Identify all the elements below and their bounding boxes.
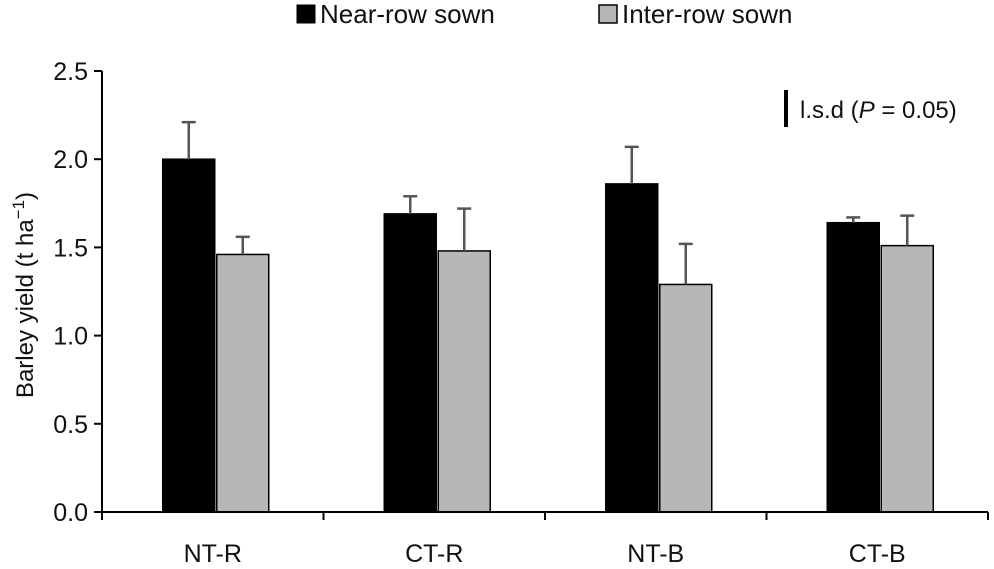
- bar-inter-row-ct-b: [880, 244, 934, 513]
- lsd-label-suffix: = 0.05): [875, 97, 957, 124]
- y-axis-title: Barley yield (t ha−1): [9, 192, 39, 398]
- bar-near-row-nt-b: [605, 183, 659, 513]
- x-labels-layer: NT-R CT-R NT-B CT-B: [184, 540, 906, 568]
- y-tick-label: 0.5: [53, 411, 88, 439]
- bar-inter-row-ct-r: [437, 250, 491, 513]
- legend-label-near-row: Near-row sown: [320, 0, 495, 29]
- y-tick-label: 2.0: [53, 146, 88, 174]
- axes-layer: [101, 71, 989, 520]
- bar-near-row-ct-b: [826, 221, 880, 513]
- y-axis-title-superscript: −1: [9, 200, 28, 219]
- y-tick-label: 2.5: [53, 58, 88, 86]
- y-axis-title-close: ): [12, 192, 39, 200]
- y-ticks-layer: 0.0 0.5 1.0 1.5 2.0 2.5: [53, 58, 102, 527]
- x-tick-label-ct-b: CT-B: [849, 540, 906, 568]
- legend: Near-row sown Inter-row sown: [296, 0, 793, 29]
- bars-layer: [162, 158, 934, 513]
- y-axis-title-main: Barley yield (t ha: [12, 219, 39, 398]
- lsd-label: l.s.d (P = 0.05): [800, 97, 957, 124]
- lsd-indicator: l.s.d (P = 0.05): [784, 90, 957, 128]
- error-bars-layer: [181, 120, 915, 285]
- bar-inter-row-nt-r: [216, 253, 270, 513]
- bar-near-row-nt-r: [162, 158, 216, 513]
- bar-near-row-ct-r: [383, 213, 437, 513]
- legend-swatch-near-row: [296, 4, 316, 24]
- x-tick-label-nt-b: NT-B: [627, 540, 684, 568]
- x-tick-label-ct-r: CT-R: [405, 540, 463, 568]
- y-tick-label: 0.0: [53, 499, 88, 527]
- bar-inter-row-nt-b: [659, 283, 713, 513]
- y-tick-label: 1.0: [53, 323, 88, 351]
- x-tick-label-nt-r: NT-R: [184, 540, 242, 568]
- legend-swatch-inter-row: [598, 4, 618, 24]
- legend-label-inter-row: Inter-row sown: [622, 0, 793, 29]
- lsd-label-italic: P: [859, 97, 875, 124]
- y-tick-label: 1.5: [53, 234, 88, 262]
- lsd-label-prefix: l.s.d (: [800, 97, 859, 124]
